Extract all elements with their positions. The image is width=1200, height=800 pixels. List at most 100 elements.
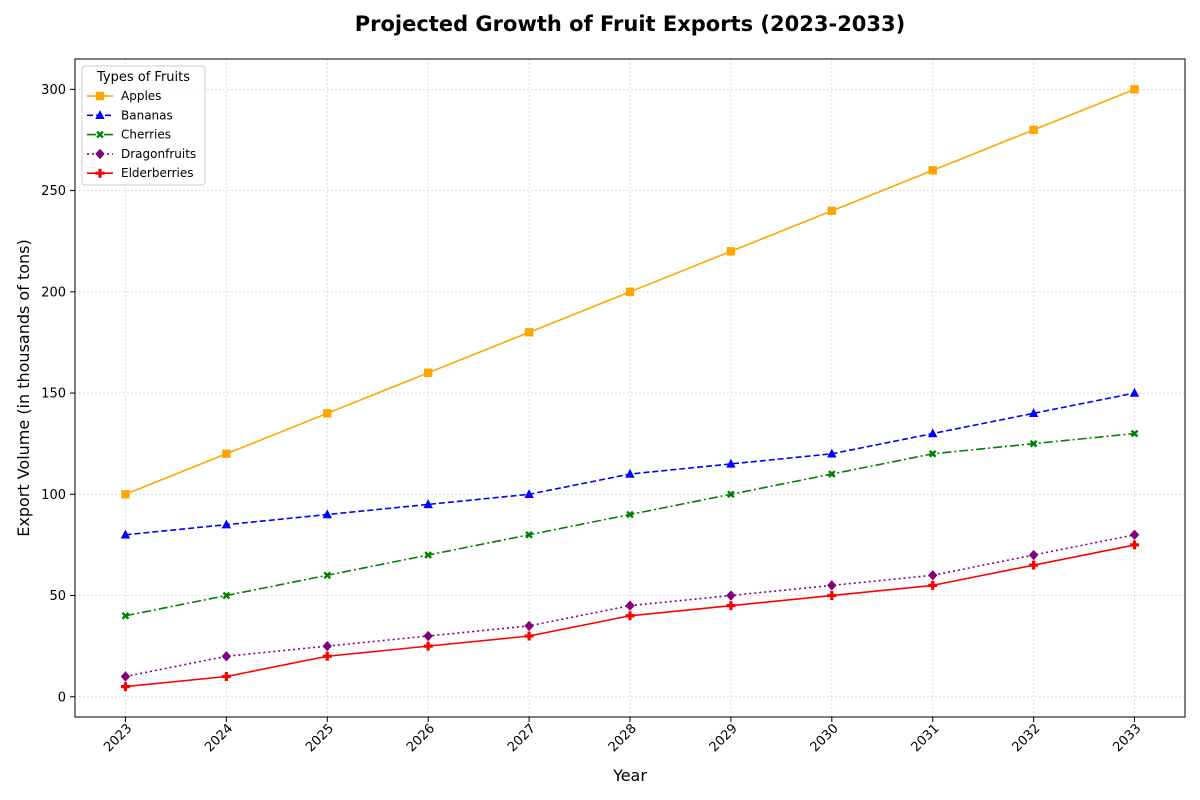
data-point-elderberries [1130,540,1140,550]
series-cherries [121,429,1139,620]
data-point-elderberries [524,631,534,641]
x-tick-label: 2033 [1110,721,1144,755]
series-bananas [120,387,1140,539]
legend-item-apples: Apples [87,89,161,103]
legend-marker-cherries [96,130,104,139]
data-point-cherries [727,490,735,499]
legend-title: Types of Fruits [96,70,190,85]
data-point-cherries [424,551,432,559]
x-tick-label: 2031 [909,721,943,755]
y-tick-label: 50 [49,589,66,604]
legend-label-dragonfruits: Dragonfruits [121,147,196,161]
data-point-elderberries [1029,560,1039,570]
data-point-bananas [423,499,433,509]
legend-label-cherries: Cherries [121,128,171,142]
data-point-bananas [625,468,635,478]
data-point-bananas [322,509,332,519]
legend-label-bananas: Bananas [121,108,173,122]
data-point-apples [323,409,332,418]
series-dragonfruits [120,529,1140,682]
data-point-bananas [524,489,534,498]
y-tick-label: 150 [41,387,66,402]
legend-item-bananas: Bananas [87,108,173,122]
data-point-dragonfruits [827,580,837,591]
y-axis-title: Export Volume (in thousands of tons) [14,239,33,536]
data-point-dragonfruits [928,570,938,581]
data-point-bananas [1129,387,1140,397]
data-point-dragonfruits [423,630,433,642]
data-point-elderberries [827,591,837,601]
x-tick-label: 2023 [101,721,135,755]
series-apples [121,85,1139,499]
data-point-cherries [121,611,130,620]
data-point-cherries [1130,429,1139,438]
data-point-dragonfruits [221,651,232,662]
x-tick-label: 2030 [808,721,842,755]
data-point-dragonfruits [726,590,736,601]
data-point-elderberries [726,601,736,611]
series-layer [120,85,1140,692]
data-point-cherries [323,571,332,580]
data-point-apples [827,206,837,216]
data-point-elderberries [928,580,938,590]
data-point-apples [121,490,130,499]
legend-marker-apples [95,91,105,101]
data-point-bananas [726,458,736,468]
data-point-dragonfruits [1129,529,1140,540]
data-point-bananas [120,529,131,539]
axes: 2023 2024 2025 2026 2027 2028 2029 2030 2031 2032… [41,83,1144,755]
x-tick-label: 2025 [303,721,337,755]
data-point-bananas [221,519,232,529]
data-point-apples [222,449,231,458]
y-tick-label: 300 [41,83,66,98]
data-point-elderberries [120,682,130,692]
data-point-apples [423,368,433,378]
x-tick-label: 2024 [202,721,236,755]
x-axis-title: Year [612,766,647,785]
data-point-cherries [626,510,634,519]
data-point-cherries [1029,439,1038,448]
y-tick-label: 0 [58,690,66,705]
legend: Types of Fruits Apples Bananas Cherries Drag… [81,65,206,186]
x-tick-label: 2028 [606,721,640,755]
data-point-dragonfruits [1028,549,1039,561]
data-point-apples [524,328,534,337]
legend-label-apples: Apples [121,89,161,103]
chart-title: Projected Growth of Fruit Exports (2023-… [355,12,906,36]
legend-label-elderberries: Elderberries [121,166,193,180]
data-point-cherries [928,450,937,458]
y-tick-label: 200 [41,285,66,300]
legend-item-cherries: Cherries [87,128,171,142]
data-point-elderberries [221,672,231,682]
legend-item-elderberries: Elderberries [87,166,193,180]
x-tick-label: 2026 [404,721,438,755]
x-tick-label: 2032 [1009,721,1043,755]
data-point-dragonfruits [120,671,131,682]
x-tick-label: 2029 [707,721,741,755]
data-point-cherries [828,470,836,478]
legend-marker-bananas [95,110,105,119]
data-point-elderberries [322,651,332,661]
data-point-apples [726,247,736,256]
data-point-dragonfruits [524,620,534,632]
legend-marker-elderberries [95,168,105,178]
legend-item-dragonfruits: Dragonfruits [87,147,196,161]
y-tick-label: 100 [41,488,66,503]
data-point-apples [625,287,635,297]
legend-marker-dragonfruits [95,148,105,160]
data-point-bananas [1028,408,1039,418]
data-point-apples [1130,85,1139,94]
data-point-elderberries [423,641,433,651]
y-tick-label: 250 [41,184,66,199]
data-point-cherries [222,591,231,600]
data-point-dragonfruits [625,600,635,611]
series-elderberries [120,540,1140,692]
x-tick-label: 2027 [505,721,539,755]
data-point-apples [928,166,937,175]
data-point-bananas [928,428,938,438]
data-point-dragonfruits [322,640,332,652]
data-point-bananas [827,448,837,458]
data-point-cherries [525,530,533,539]
